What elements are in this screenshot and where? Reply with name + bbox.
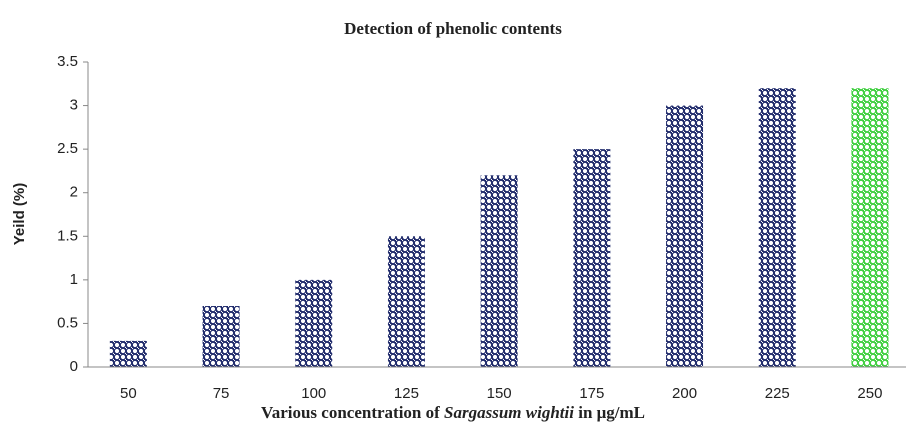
x-tick-label: 125 (394, 385, 419, 402)
bar (480, 175, 518, 367)
bar (758, 88, 796, 368)
x-axis-label-part: Various concentration of (261, 403, 444, 422)
x-tick-label: 225 (765, 385, 790, 402)
y-tick-label: 0.5 (57, 314, 78, 331)
bar (109, 340, 147, 367)
chart-title: Detection of phenolic contents (344, 19, 562, 38)
x-axis-label-part: Sargassum wightii (444, 403, 574, 422)
bar (851, 88, 889, 368)
x-axis-label-part: in μg/mL (574, 403, 645, 422)
x-tick-label: 100 (301, 385, 326, 402)
x-tick-label: 200 (672, 385, 697, 402)
x-tick-label: 50 (120, 385, 137, 402)
x-tick-label: 250 (857, 385, 882, 402)
y-tick-label: 2 (70, 184, 78, 201)
y-tick-label: 2.5 (57, 140, 78, 157)
y-tick-label: 3.5 (57, 53, 78, 70)
y-axis-label: Yeild (%) (11, 183, 28, 246)
bar (573, 149, 611, 367)
y-tick-label: 0 (70, 358, 78, 375)
bar (387, 236, 425, 367)
x-tick-label: 75 (213, 385, 230, 402)
bar (666, 105, 704, 368)
x-tick-label: 175 (579, 385, 604, 402)
bar (295, 279, 333, 367)
y-tick-label: 1.5 (57, 227, 78, 244)
x-tick-label: 150 (487, 385, 512, 402)
x-axis-label: Various concentration of Sargassum wight… (261, 403, 645, 422)
y-tick-label: 1 (70, 271, 78, 288)
bar (202, 306, 240, 367)
y-tick-label: 3 (70, 97, 78, 114)
